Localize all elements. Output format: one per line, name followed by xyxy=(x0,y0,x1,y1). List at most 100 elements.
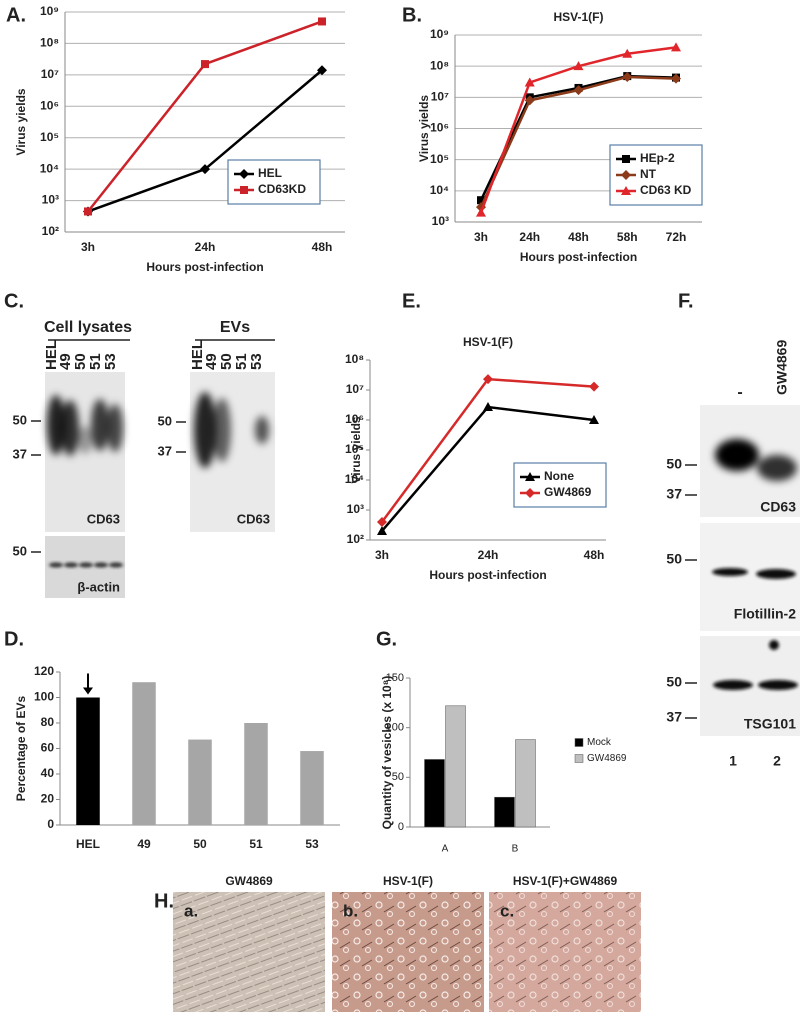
point xyxy=(573,85,584,96)
lane-number: 1 xyxy=(729,753,737,769)
panel-label: G. xyxy=(376,628,397,650)
y-axis-title: Virus yields xyxy=(417,95,431,162)
y-tick-label: 40 xyxy=(41,766,55,780)
mw-marker: 37 xyxy=(158,443,172,458)
chart-title: HSV-1(F) xyxy=(553,10,603,24)
point xyxy=(84,207,92,216)
legend-label: HEL xyxy=(258,166,282,180)
y-tick-label: 10⁶ xyxy=(430,121,449,135)
legend-label: GW4869 xyxy=(544,485,592,499)
panel-label: D. xyxy=(4,628,24,650)
y-tick-label: 10³ xyxy=(42,193,59,207)
x-tick-label: 24h xyxy=(195,240,216,254)
x-tick-label: 48h xyxy=(312,240,333,254)
mw-marker: 50 xyxy=(13,543,27,558)
bar xyxy=(188,739,212,825)
micrograph-label: c. xyxy=(500,901,514,920)
x-tick-label: 3h xyxy=(375,548,389,562)
blot-c xyxy=(45,372,275,598)
blot-header: Cell lysates xyxy=(44,319,132,336)
point xyxy=(317,65,327,76)
legend xyxy=(513,462,607,508)
point xyxy=(573,61,584,71)
y-axis-title: Virus yields xyxy=(349,416,363,483)
y-tick-label: 10⁶ xyxy=(345,412,364,426)
point xyxy=(200,164,210,175)
y-tick-label: 10⁷ xyxy=(431,90,449,104)
panel-label: A. xyxy=(6,4,26,26)
lane-label: GW4869 xyxy=(774,340,790,395)
point xyxy=(318,17,326,26)
point xyxy=(589,381,599,392)
point xyxy=(201,60,209,69)
panel-label: H. xyxy=(154,890,174,912)
legend-marker xyxy=(240,186,248,194)
point xyxy=(622,71,633,82)
y-tick-label: 10⁸ xyxy=(40,36,59,50)
y-tick-label: 10⁶ xyxy=(40,98,59,112)
x-tick-label: 50 xyxy=(193,837,207,851)
bar xyxy=(515,739,536,828)
blot-f xyxy=(700,405,800,736)
mw-marker: 50 xyxy=(666,456,682,472)
x-tick-label: HEL xyxy=(76,837,100,851)
point xyxy=(524,77,535,87)
point xyxy=(377,525,387,535)
legend-label: HEp-2 xyxy=(640,151,675,165)
antibody-label: CD63 xyxy=(237,511,270,526)
point xyxy=(671,73,681,84)
lane-label: 49 xyxy=(203,353,220,370)
lane-label: HEL xyxy=(189,340,206,370)
mw-marker: 50 xyxy=(13,412,27,427)
legend-label: NT xyxy=(640,167,657,181)
lane-label: HEL xyxy=(43,340,60,370)
legend-label: None xyxy=(544,469,574,483)
point xyxy=(622,48,633,58)
x-tick-label: B xyxy=(512,844,519,855)
x-tick-label: 51 xyxy=(249,837,263,851)
point xyxy=(377,516,387,527)
x-tick-label: 72h xyxy=(666,230,687,244)
point xyxy=(671,42,681,52)
lane-label: 51 xyxy=(233,353,250,370)
point xyxy=(524,95,535,106)
y-tick-label: 10² xyxy=(347,532,364,546)
micrograph-title: HSV-1(F)+GW4869 xyxy=(513,874,618,888)
mw-marker: 50 xyxy=(666,674,682,690)
legend-label: Mock xyxy=(587,737,612,748)
chart-title: HSV-1(F) xyxy=(463,335,513,349)
legend xyxy=(227,159,321,205)
micrograph-title: GW4869 xyxy=(225,874,273,888)
legend-marker xyxy=(525,488,535,498)
legend-marker xyxy=(622,155,630,163)
y-tick-label: 10⁸ xyxy=(345,352,364,366)
bar xyxy=(300,751,324,825)
y-tick-label: 10⁴ xyxy=(345,472,364,486)
x-tick-label: 24h xyxy=(519,230,540,244)
y-tick-label: 10⁴ xyxy=(40,161,59,175)
x-axis-title: Hours post-infection xyxy=(520,250,637,264)
y-tick-label: 120 xyxy=(34,664,54,678)
lane-label: - xyxy=(737,384,742,401)
mw-marker: 37 xyxy=(666,709,682,725)
lane-label: 50 xyxy=(72,353,89,370)
y-axis-title: Quantity of vesicles (x 10⁸) xyxy=(380,676,394,830)
lane-label: 53 xyxy=(102,353,119,370)
y-tick-label: 80 xyxy=(41,715,55,729)
bar xyxy=(132,682,156,825)
x-tick-label: 48h xyxy=(584,548,605,562)
x-tick-label: 24h xyxy=(478,548,499,562)
legend-swatch xyxy=(574,754,584,763)
y-tick-label: 10⁵ xyxy=(40,130,59,144)
bar xyxy=(494,796,515,828)
mw-marker: 50 xyxy=(158,413,172,428)
point xyxy=(483,374,493,385)
lane-label: 51 xyxy=(87,353,104,370)
y-tick-label: 10⁵ xyxy=(345,442,364,456)
panel-label: B. xyxy=(402,4,422,26)
antibody-label: CD63 xyxy=(87,511,120,526)
x-tick-label: A xyxy=(442,844,449,855)
point xyxy=(476,207,486,217)
